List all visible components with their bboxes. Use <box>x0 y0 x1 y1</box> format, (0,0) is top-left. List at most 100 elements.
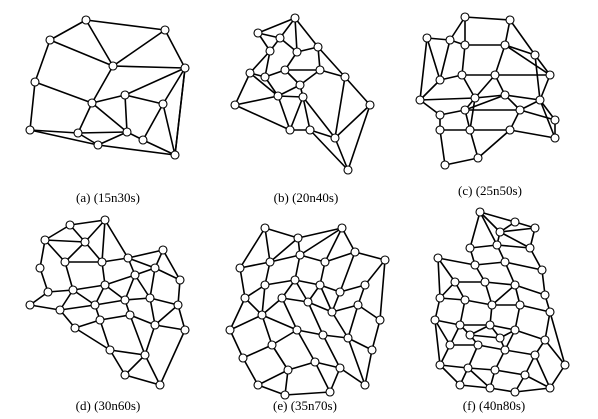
panel-f-edge <box>499 227 536 233</box>
panel-b-edge <box>302 96 311 131</box>
panel-b-edge <box>257 17 296 34</box>
panel-e-edge <box>322 334 341 369</box>
panel-b-edge <box>234 104 291 131</box>
panel-c-node <box>445 35 455 45</box>
panel-e-node <box>350 247 360 257</box>
panel-c-edge <box>469 129 479 159</box>
panel-d-node <box>90 300 100 310</box>
panel-c-edge <box>461 44 466 76</box>
panel-c-node <box>550 133 560 143</box>
panel-e-edge <box>324 251 356 263</box>
panel-d-edge <box>129 314 146 356</box>
panel-d-node <box>70 323 80 333</box>
panel-c-node <box>470 93 480 103</box>
panel-e-edge <box>379 259 386 321</box>
panel-e-edge <box>296 329 316 363</box>
panel-a-edge <box>77 131 128 134</box>
panel-b-node <box>265 46 275 56</box>
panel-e-node <box>235 263 245 273</box>
panel-e-node <box>335 287 345 297</box>
panel-e-edge <box>269 237 299 263</box>
panel-b-node <box>253 28 263 38</box>
panel-e-edge <box>354 251 386 261</box>
panel-c-edge <box>464 94 506 111</box>
panel-b-node <box>230 100 240 110</box>
panel-f-node <box>460 295 470 305</box>
panel-c-node <box>457 70 467 80</box>
panel-a-node <box>170 150 180 160</box>
panel-f-node <box>545 307 555 317</box>
panel-b-node <box>285 125 295 135</box>
panel-c-edge <box>469 97 476 131</box>
panel-a-node <box>138 135 148 145</box>
panel-d-edge <box>29 304 61 311</box>
panel-d-edge <box>44 239 66 263</box>
panel-f-edge <box>437 257 456 283</box>
panel-b-edge <box>294 17 298 53</box>
panel-a-edge <box>91 102 128 133</box>
panel-d-node <box>68 285 78 295</box>
panel-c-edge <box>474 94 506 99</box>
panel-a-edge <box>91 94 126 104</box>
panel-a-edge <box>164 29 186 69</box>
panel-e-edge <box>257 384 286 396</box>
panel-d-edge <box>94 299 126 306</box>
panel-e-node <box>240 293 250 303</box>
panel-f-node <box>560 360 570 370</box>
panel-e-edge <box>339 367 366 386</box>
panel-c-node <box>465 125 475 135</box>
panel-f-edge <box>499 231 531 249</box>
panel-f-edge <box>439 364 461 386</box>
panel-a-edge <box>34 81 93 104</box>
panel-b-node <box>313 42 323 52</box>
panel-d-edge <box>74 327 111 351</box>
panel-a-edge <box>97 144 176 156</box>
panel-a-edge <box>97 131 128 146</box>
panel-e-edge <box>287 361 316 371</box>
panel-a-edge <box>29 129 79 134</box>
panel-d-edge <box>104 219 129 259</box>
panel-f-edge <box>524 374 551 389</box>
panel-e-node <box>327 307 337 317</box>
panel-f-edge <box>469 211 481 249</box>
panel-a-edge <box>112 29 166 67</box>
panel-a-edge <box>124 94 164 105</box>
panel-e-edge <box>264 279 296 286</box>
panel-a-edge <box>91 65 114 104</box>
panel-f-node <box>433 253 443 263</box>
panel-c-node <box>473 153 483 163</box>
panel-e-node <box>260 280 270 290</box>
panel-b-node <box>315 65 325 75</box>
panel-f-edge <box>504 261 543 271</box>
panel-c-edge <box>504 44 536 56</box>
panel-d-edge <box>154 324 186 331</box>
panel-d-node <box>105 345 115 355</box>
panel-b-node <box>260 72 270 82</box>
panel-d-node <box>173 300 183 310</box>
panel-e-edge <box>371 319 381 351</box>
panel-e-edge <box>229 297 246 331</box>
panel-d-edge <box>104 274 136 286</box>
panel-f-edge <box>544 311 551 341</box>
panel-e-node <box>280 390 290 400</box>
panel-e-edge <box>314 361 331 393</box>
panel-d-node <box>25 300 35 310</box>
panel-f-node <box>500 257 510 267</box>
panel-e-edge <box>364 349 373 386</box>
panel-d-edge <box>134 274 151 299</box>
panel-f-edge <box>514 329 546 341</box>
panel-f-edge <box>544 339 566 366</box>
panel-c-node <box>550 115 560 125</box>
panel-f-edge <box>519 304 551 313</box>
panel-a-edge <box>34 39 51 83</box>
panel-e-edge <box>339 251 356 293</box>
panel-d-node <box>40 235 50 245</box>
panel-f-node <box>537 265 547 275</box>
panel-b-caption: (b) (20n40s) <box>274 190 339 205</box>
panel-c-node <box>545 70 555 80</box>
panel-f-node <box>530 223 540 233</box>
panel-e-node <box>343 333 353 343</box>
panel-b-node <box>340 72 350 82</box>
panel-e-node <box>337 223 347 233</box>
